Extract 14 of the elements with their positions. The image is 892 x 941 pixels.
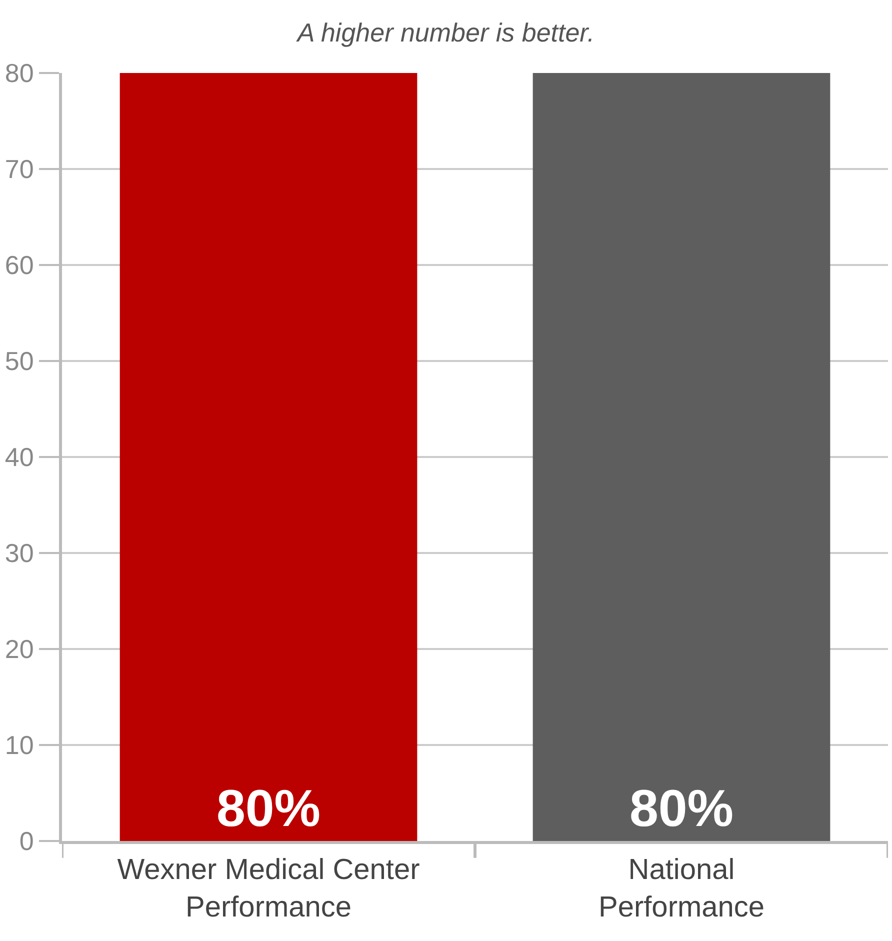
y-tick-label: 60 [4, 250, 34, 280]
data-label: 80% [629, 780, 734, 838]
data-label: 80% [216, 780, 321, 838]
y-tick-label: 20 [4, 634, 34, 664]
y-tick-label: 10 [4, 730, 34, 760]
x-tick-label: Wexner Medical Center Performance [117, 854, 420, 924]
y-tick-label: 0 [19, 826, 34, 856]
x-tick-label: National Performance [598, 854, 765, 924]
y-tick-label: 70 [4, 154, 34, 184]
y-tick-label: 40 [4, 442, 34, 472]
y-tick-label: 80 [4, 58, 34, 88]
y-tick-label: 30 [4, 538, 34, 568]
chart-title: A higher number is better. [295, 18, 595, 48]
y-tick-label: 50 [4, 346, 34, 376]
